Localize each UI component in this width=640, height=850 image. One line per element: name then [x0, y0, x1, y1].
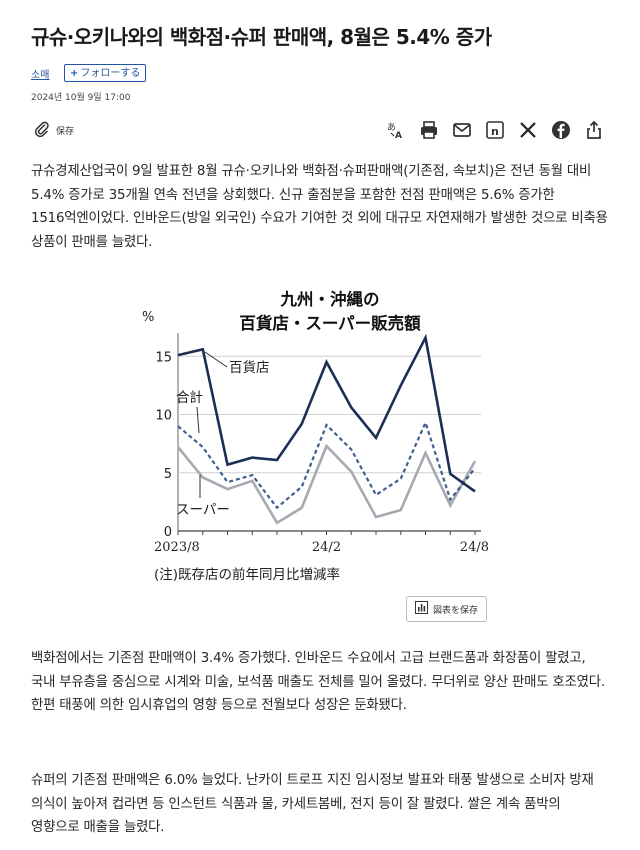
y-tick-label: 0: [164, 525, 172, 540]
y-tick-label: 15: [155, 350, 172, 365]
legend-label-total-leader: [196, 406, 200, 434]
chart-note: (注)既存店の前年同月比増減率: [154, 566, 340, 583]
mail-icon[interactable]: [452, 120, 472, 140]
chart-title-line1: 九州・沖縄の: [280, 289, 380, 309]
save-label: 保存: [56, 127, 75, 137]
bar-chart-icon: [415, 601, 428, 617]
svg-text:n: n: [491, 125, 499, 138]
facebook-icon[interactable]: [551, 120, 571, 140]
legend-label-department-leader: [204, 351, 228, 368]
x-tick-label: 2023/8: [154, 540, 200, 555]
follow-label: フォローする: [80, 68, 141, 79]
save-chart-label: 図表を保存: [433, 605, 479, 616]
category-link[interactable]: 소매: [31, 70, 50, 81]
save-chart-button[interactable]: 図表を保存: [406, 596, 488, 622]
svg-text:A: A: [395, 131, 402, 140]
paperclip-icon: [34, 121, 50, 140]
legend-label-department: 百貨店: [229, 359, 270, 376]
publish-date: 2024년 10월 9일 17:00: [31, 93, 131, 103]
department-line: [177, 333, 476, 493]
total-line: [177, 419, 476, 510]
n-icon[interactable]: n: [485, 120, 505, 140]
x-tick-label: 24/2: [312, 540, 341, 555]
y-tick-label: 10: [155, 409, 172, 424]
y-axis-unit: %: [142, 310, 154, 325]
legend-label-super: スーパー: [176, 502, 230, 518]
svg-text:あ: あ: [387, 122, 396, 133]
x-icon[interactable]: [518, 120, 538, 140]
article-paragraph: 슈퍼의 기존점 판매액은 6.0% 늘었다. 난카이 트로프 지진 임시정보 발…: [31, 773, 594, 835]
share-icon[interactable]: [584, 120, 604, 140]
sales-line-chart: 九州・沖縄の 百貨店・スーパー販売額 % 0 5 10 15 2023/8 24/2 24…: [142, 289, 489, 583]
follow-button[interactable]: + フォローする: [64, 64, 147, 82]
print-icon[interactable]: [419, 120, 439, 140]
super-line: [176, 443, 477, 525]
y-tick-label: 5: [164, 467, 172, 482]
x-tick-label: 24/8: [460, 540, 489, 555]
plus-icon: +: [70, 68, 79, 79]
save-button[interactable]: 保存: [34, 121, 74, 140]
legend-label-total: 合計: [176, 390, 203, 406]
article-paragraph: 규슈경제산업국이 9일 발표한 8월 규슈·오키나와 백화점·슈퍼판매액(기존점…: [31, 164, 608, 250]
chart-title-line2: 百貨店・スーパー販売額: [239, 313, 421, 333]
article-title: 규슈·오키나와의 백화점·슈퍼 판매액, 8월은 5.4% 증가: [31, 25, 492, 49]
article-paragraph: 백화점에서는 기존점 판매액이 3.4% 증가했다. 인바운드 수요에서 고급 …: [31, 651, 605, 713]
